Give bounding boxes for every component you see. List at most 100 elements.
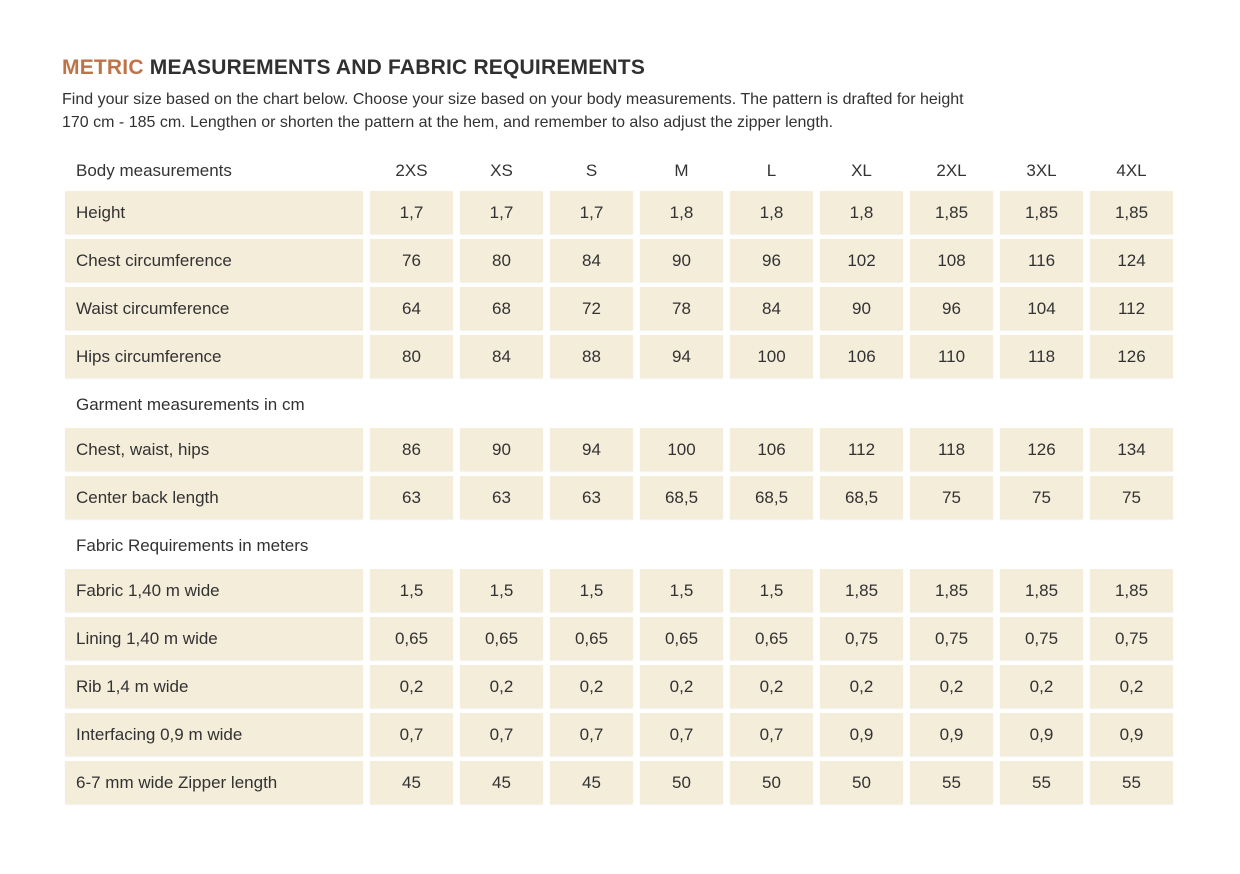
table-row: Waist circumference 64 68 72 78 84 90 96 104 112 [65, 287, 1180, 330]
measurement-value: 63 [460, 476, 543, 519]
measurement-value: 50 [820, 761, 903, 804]
measurement-value: 1,5 [460, 569, 543, 612]
section-garment-measurements: Chest, waist, hips 86 90 94 100 106 112 118 126 1… [65, 428, 1180, 519]
row-label: Lining 1,40 m wide [65, 617, 363, 660]
measurement-value: 126 [1000, 428, 1083, 471]
measurement-value: 1,7 [370, 191, 453, 234]
measurement-value: 50 [730, 761, 813, 804]
measurement-value: 72 [550, 287, 633, 330]
measurement-value: 80 [370, 335, 453, 378]
measurement-value: 0,7 [730, 713, 813, 756]
measurement-value: 1,85 [1090, 569, 1173, 612]
measurement-value: 0,2 [460, 665, 543, 708]
size-column-header: 4XL [1116, 161, 1147, 180]
measurement-value: 68,5 [640, 476, 723, 519]
row-label: Hips circumference [65, 335, 363, 378]
measurement-value: 0,2 [640, 665, 723, 708]
measurement-value: 0,9 [910, 713, 993, 756]
measurement-value: 0,9 [820, 713, 903, 756]
measurement-value: 0,75 [820, 617, 903, 660]
measurement-value: 1,8 [820, 191, 903, 234]
measurement-value: 1,8 [730, 191, 813, 234]
measurement-value: 0,2 [910, 665, 993, 708]
page-title-rest: MEASUREMENTS AND FABRIC REQUIREMENTS [149, 56, 646, 79]
measurement-value: 0,2 [370, 665, 453, 708]
measurement-value: 1,85 [910, 569, 993, 612]
size-column-header: XL [851, 161, 872, 180]
measurement-value: 106 [730, 428, 813, 471]
size-column-header: S [585, 161, 598, 180]
table-row: Center back length 63 63 63 68,5 68,5 68,5 75 75… [65, 476, 1180, 519]
measurement-value: 112 [820, 428, 903, 471]
table-row: Chest, waist, hips 86 90 94 100 106 112 118 126 1… [65, 428, 1180, 471]
measurement-value: 1,85 [910, 191, 993, 234]
measurement-value: 0,9 [1090, 713, 1173, 756]
table-row: Lining 1,40 m wide 0,65 0,65 0,65 0,65 0,65 0,… [65, 617, 1180, 660]
table-row: Interfacing 0,9 m wide 0,7 0,7 0,7 0,7 0,7 0,9… [65, 713, 1180, 756]
measurement-value: 94 [550, 428, 633, 471]
measurement-value: 110 [910, 335, 993, 378]
table-row: Height 1,7 1,7 1,7 1,8 1,8 1,8 1,85 1,85 1,85 [65, 191, 1180, 234]
measurement-value: 84 [550, 239, 633, 282]
measurement-value: 55 [910, 761, 993, 804]
section-body-measurements: Height 1,7 1,7 1,7 1,8 1,8 1,8 1,85 1,85 1,85 Ches… [65, 191, 1180, 378]
row-label: Chest, waist, hips [65, 428, 363, 471]
measurement-value: 90 [640, 239, 723, 282]
row-label: Center back length [65, 476, 363, 519]
measurement-value: 86 [370, 428, 453, 471]
measurement-value: 1,7 [460, 191, 543, 234]
measurement-value: 1,7 [550, 191, 633, 234]
measurement-value: 0,65 [730, 617, 813, 660]
measurement-value: 124 [1090, 239, 1173, 282]
measurement-value: 63 [550, 476, 633, 519]
measurement-value: 45 [370, 761, 453, 804]
measurement-value: 96 [730, 239, 813, 282]
measurement-value: 1,5 [550, 569, 633, 612]
measurement-value: 84 [460, 335, 543, 378]
measurement-value: 1,85 [1000, 191, 1083, 234]
measurement-value: 76 [370, 239, 453, 282]
measurement-value: 0,75 [1090, 617, 1173, 660]
size-chart-table: Body measurements 2XS XS S M L XL 2XL 3XL 4XL He… [65, 161, 1180, 804]
measurement-value: 96 [910, 287, 993, 330]
measurement-value: 100 [640, 428, 723, 471]
table-row: Fabric 1,40 m wide 1,5 1,5 1,5 1,5 1,5 1,85 1,8… [65, 569, 1180, 612]
measurement-value: 55 [1090, 761, 1173, 804]
measurement-value: 100 [730, 335, 813, 378]
table-row: Chest circumference 76 80 84 90 96 102 108 116 12… [65, 239, 1180, 282]
measurement-value: 0,2 [1000, 665, 1083, 708]
measurement-value: 0,9 [1000, 713, 1083, 756]
measurement-value: 0,75 [910, 617, 993, 660]
row-label: Waist circumference [65, 287, 363, 330]
measurement-value: 0,7 [370, 713, 453, 756]
column-header-body-measurements: Body measurements [76, 161, 232, 180]
measurement-value: 45 [460, 761, 543, 804]
row-label: Interfacing 0,9 m wide [65, 713, 363, 756]
measurement-value: 63 [370, 476, 453, 519]
size-column-header: XS [490, 161, 513, 180]
measurement-value: 90 [460, 428, 543, 471]
measurement-value: 55 [1000, 761, 1083, 804]
measurement-value: 75 [1090, 476, 1173, 519]
table-header-row: Body measurements 2XS XS S M L XL 2XL 3XL 4XL [65, 161, 1180, 181]
intro-line-2: 170 cm - 185 cm. Lengthen or shorten the… [62, 114, 834, 131]
measurement-value: 104 [1000, 287, 1083, 330]
measurement-value: 68,5 [730, 476, 813, 519]
measurement-value: 134 [1090, 428, 1173, 471]
measurement-value: 106 [820, 335, 903, 378]
measurement-value: 45 [550, 761, 633, 804]
intro-paragraph: Find your size based on the chart below.… [62, 88, 1180, 134]
intro-line-1: Find your size based on the chart below.… [62, 91, 964, 108]
row-label: Height [65, 191, 363, 234]
measurement-value: 1,85 [1000, 569, 1083, 612]
measurement-value: 0,7 [640, 713, 723, 756]
section-heading-fabric-requirements: Fabric Requirements in meters [76, 536, 309, 555]
measurement-value: 1,85 [1090, 191, 1173, 234]
measurement-value: 90 [820, 287, 903, 330]
section-fabric-requirements: Fabric 1,40 m wide 1,5 1,5 1,5 1,5 1,5 1,85 1,8… [65, 569, 1180, 804]
page-title-highlight: METRIC [62, 56, 144, 79]
size-column-header: 2XL [936, 161, 967, 180]
measurement-value: 0,7 [550, 713, 633, 756]
measurement-value: 0,2 [820, 665, 903, 708]
measurement-value: 0,7 [460, 713, 543, 756]
